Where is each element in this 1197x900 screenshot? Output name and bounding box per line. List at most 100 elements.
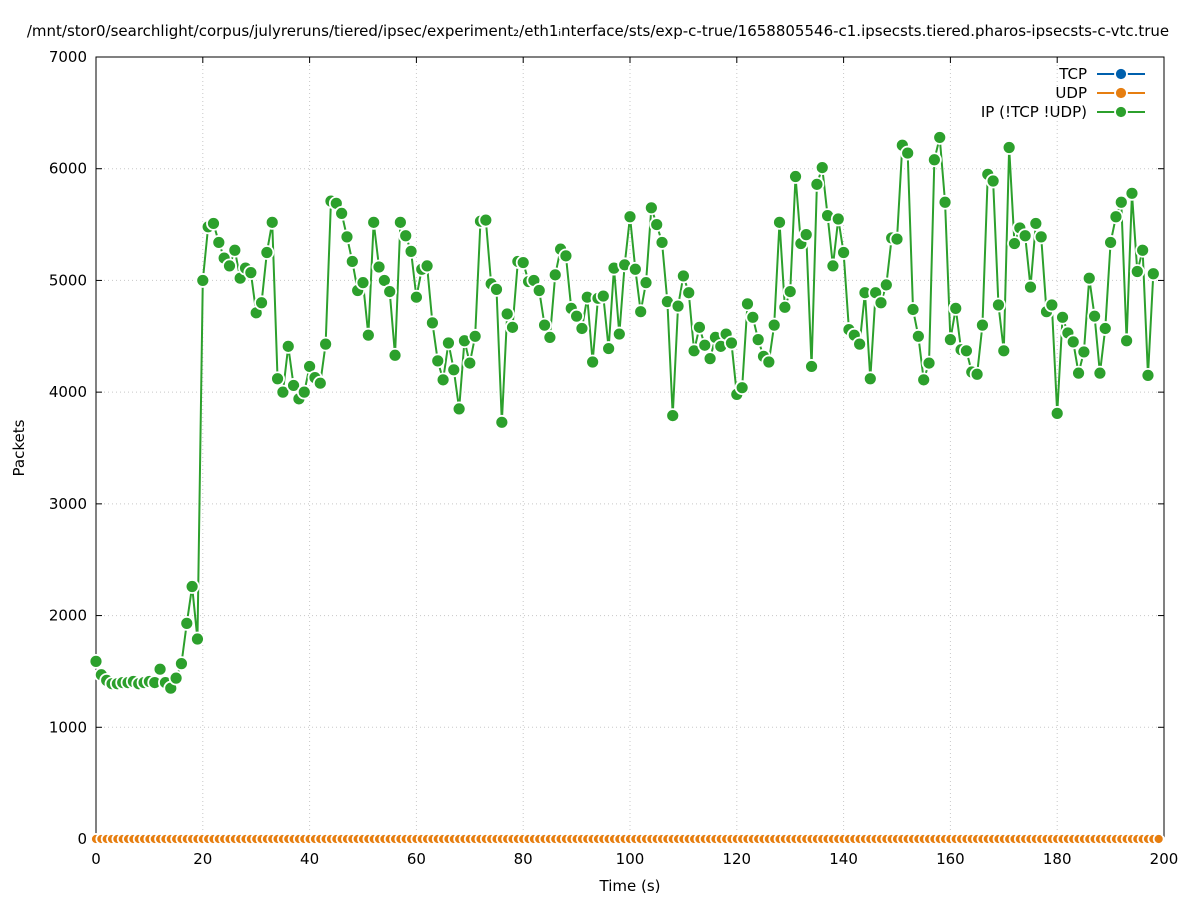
- data-point: [943, 332, 958, 348]
- y-tick-label: 4000: [49, 383, 87, 401]
- data-point: [878, 277, 894, 293]
- data-point: [724, 335, 739, 351]
- data-point: [750, 332, 766, 348]
- data-point: [467, 328, 483, 344]
- data-point: [1049, 405, 1065, 421]
- data-point: [494, 414, 510, 430]
- data-point: [681, 285, 697, 301]
- data-point: [1124, 185, 1140, 201]
- data-point: [435, 372, 451, 388]
- data-point: [398, 228, 414, 244]
- y-tick-label: 1000: [49, 718, 87, 736]
- data-point: [772, 214, 787, 230]
- data-point: [1081, 270, 1097, 286]
- data-point: [259, 245, 275, 260]
- data-point: [766, 317, 782, 333]
- data-point: [425, 315, 440, 331]
- data-point: [174, 656, 189, 672]
- data-point: [734, 380, 750, 396]
- data-point: [991, 297, 1006, 313]
- y-tick-label: 7000: [49, 48, 87, 66]
- data-point: [777, 299, 793, 315]
- data-point: [296, 384, 312, 400]
- data-point: [1076, 344, 1092, 360]
- data-point: [1001, 140, 1017, 155]
- data-point: [937, 194, 953, 210]
- data-point: [542, 329, 558, 345]
- data-point: [585, 354, 601, 370]
- data-point: [499, 306, 515, 322]
- x-tick-label: 100: [616, 850, 645, 868]
- data-point: [339, 229, 355, 245]
- x-tick-label: 160: [936, 850, 965, 868]
- data-point: [670, 298, 686, 314]
- data-point: [611, 326, 627, 342]
- data-point: [227, 242, 243, 258]
- data-point: [665, 408, 681, 424]
- data-point: [782, 284, 798, 300]
- data-point: [403, 243, 419, 259]
- data-point: [740, 296, 755, 312]
- data-point: [206, 216, 221, 231]
- x-tick-label: 80: [514, 850, 533, 868]
- data-point: [387, 347, 403, 363]
- data-point: [286, 378, 301, 393]
- data-point: [1129, 264, 1145, 279]
- data-point: [489, 281, 504, 297]
- y-tick-label: 5000: [49, 271, 87, 289]
- data-point: [830, 211, 846, 227]
- legend-label: TCP: [1058, 65, 1087, 83]
- legend-item: IP (!TCP !UDP): [981, 103, 1145, 121]
- data-point: [1097, 321, 1113, 336]
- data-point: [254, 295, 269, 311]
- x-axis-title: Time (s): [599, 877, 661, 895]
- x-tick-label: 20: [193, 850, 212, 868]
- legend-label: IP (!TCP !UDP): [981, 103, 1087, 121]
- data-point: [382, 284, 398, 300]
- x-tick-label: 180: [1043, 850, 1072, 868]
- data-point: [788, 169, 803, 184]
- data-point: [627, 261, 643, 277]
- data-point: [862, 371, 878, 387]
- legend-item: UDP: [1055, 84, 1145, 102]
- data-point: [926, 152, 942, 168]
- data-point: [430, 353, 446, 369]
- data-point: [275, 384, 291, 400]
- data-point: [702, 351, 718, 367]
- data-point: [622, 209, 638, 225]
- data-point: [179, 615, 195, 631]
- data-point: [1033, 229, 1049, 245]
- data-point: [1071, 365, 1086, 381]
- data-point: [168, 670, 184, 686]
- data-point: [649, 217, 665, 232]
- data-point: [601, 341, 617, 356]
- x-tick-label: 140: [829, 850, 858, 868]
- grid: [96, 57, 1164, 839]
- data-point: [985, 173, 1001, 189]
- legend-label: UDP: [1055, 84, 1087, 102]
- data-point: [1055, 309, 1070, 325]
- data-point: [1140, 367, 1156, 383]
- data-point: [270, 371, 285, 387]
- data-point: [360, 327, 376, 343]
- legend-item: TCP: [1058, 65, 1145, 83]
- data-point: [190, 631, 205, 647]
- data-point: [905, 302, 921, 317]
- data-point: [355, 275, 371, 291]
- data-point: [264, 214, 280, 230]
- data-point: [809, 176, 825, 192]
- data-point: [654, 235, 670, 250]
- data-point: [419, 258, 435, 274]
- data-point: [873, 295, 889, 311]
- data-point: [547, 267, 563, 283]
- data-point: [195, 273, 211, 288]
- data-point: [948, 300, 964, 316]
- data-point: [392, 214, 408, 230]
- data-point: [959, 343, 974, 359]
- x-tick-label: 120: [722, 850, 751, 868]
- data-point: [478, 212, 494, 228]
- data-point: [184, 579, 200, 594]
- data-point: [558, 248, 574, 264]
